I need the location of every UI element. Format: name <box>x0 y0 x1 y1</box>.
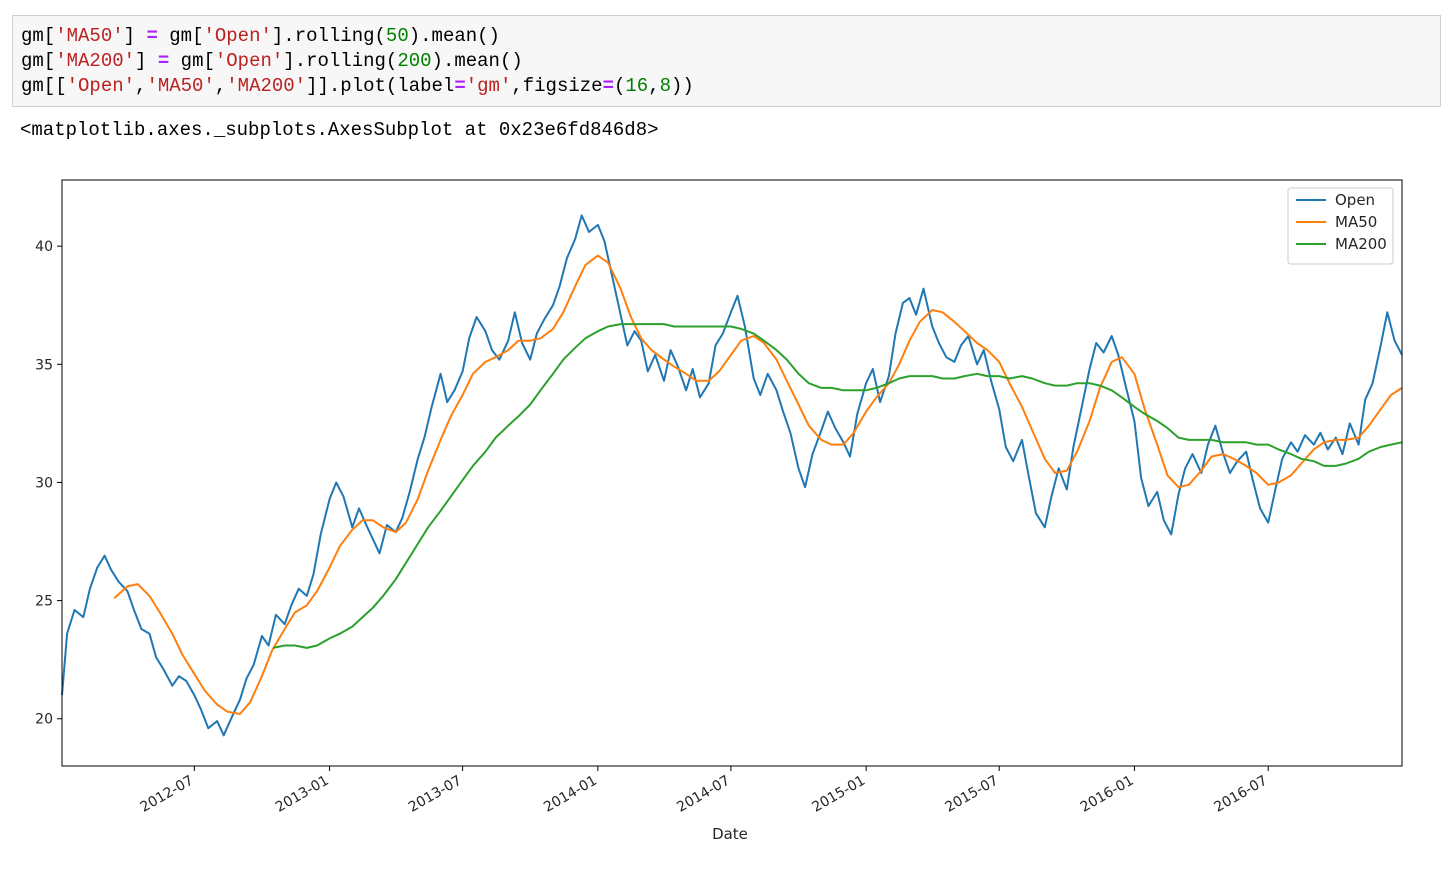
series-line-open <box>61 214 1403 737</box>
legend-entry: MA200 <box>1335 235 1387 253</box>
code-token: 'MA50' <box>146 75 215 97</box>
code-token: = <box>157 50 170 72</box>
code-token: ,figsize <box>511 75 603 97</box>
code-token: gm[ <box>21 25 56 47</box>
code-token: 'MA200' <box>55 50 136 72</box>
code-token: , <box>648 75 660 97</box>
code-token: ] <box>135 50 158 72</box>
code-token: gm[ <box>21 50 56 72</box>
series-line-ma50 <box>113 254 1403 715</box>
y-tick-label: 20 <box>35 712 53 728</box>
code-token: 'Open' <box>203 25 272 47</box>
y-tick-label: 25 <box>35 594 53 610</box>
code-token: ).mean() <box>408 25 500 47</box>
code-token: ].rolling( <box>271 25 386 47</box>
code-token: )) <box>671 75 694 97</box>
code-token: 200 <box>397 50 432 72</box>
code-token: 'Open' <box>66 75 136 97</box>
x-tick-label: 2012-07 <box>138 773 197 816</box>
code-token: = <box>454 75 466 97</box>
code-cell[interactable]: gm['MA50'] = gm['Open'].rolling(50).mean… <box>12 15 1441 107</box>
code-token: 'gm' <box>465 75 512 97</box>
code-token: gm[ <box>169 50 215 72</box>
y-tick-label: 40 <box>35 239 53 255</box>
code-token: 16 <box>625 75 649 97</box>
code-token: gm[[ <box>21 75 67 97</box>
code-line: gm[['Open','MA50','MA200']].plot(label='… <box>21 74 694 99</box>
code-token: ( <box>613 75 626 97</box>
plot-frame <box>61 179 1403 767</box>
series-line-ma200 <box>272 323 1403 649</box>
x-tick-label: 2013-01 <box>273 773 332 816</box>
x-axis-label: Date <box>712 825 748 843</box>
x-tick-label: 2016-01 <box>1078 773 1137 816</box>
line-chart: 20 25 30 35 40 2012-07 2013-01 2013-07 2014-01 20… <box>35 179 1403 843</box>
x-tick-label: 2014-01 <box>541 773 600 816</box>
code-token: = <box>146 25 158 47</box>
code-token: 'MA50' <box>55 25 124 47</box>
series-lines <box>61 214 1403 737</box>
code-token: 'MA200' <box>226 75 307 97</box>
code-token: , <box>135 75 147 97</box>
x-tick-label: 2015-07 <box>943 773 1002 816</box>
code-line: gm['MA200'] = gm['Open'].rolling(200).me… <box>21 49 523 74</box>
code-token: ] <box>123 25 147 47</box>
code-token: gm[ <box>157 25 204 47</box>
y-tick-label: 30 <box>35 475 53 491</box>
x-tick-label: 2015-01 <box>809 773 868 816</box>
code-line: gm['MA50'] = gm['Open'].rolling(50).mean… <box>21 24 500 49</box>
code-token: ].rolling( <box>283 50 398 72</box>
x-tick-label: 2013-07 <box>406 773 465 816</box>
legend: Open MA50 MA200 <box>1287 187 1394 265</box>
code-token: ]].plot(label <box>306 75 455 97</box>
cell-output-text: <matplotlib.axes._subplots.AxesSubplot a… <box>20 119 659 141</box>
code-token: ).mean() <box>431 50 523 72</box>
code-token: = <box>602 75 614 97</box>
y-tick-label: 35 <box>35 357 53 373</box>
x-tick-label: 2014-07 <box>674 773 733 816</box>
code-token: 'Open' <box>214 50 284 72</box>
x-tick-label: 2016-07 <box>1212 773 1271 816</box>
code-token: 50 <box>385 25 409 47</box>
code-token: , <box>214 75 227 97</box>
legend-entry: Open <box>1335 191 1375 209</box>
code-token: 8 <box>659 75 671 97</box>
legend-entry: MA50 <box>1335 213 1377 231</box>
